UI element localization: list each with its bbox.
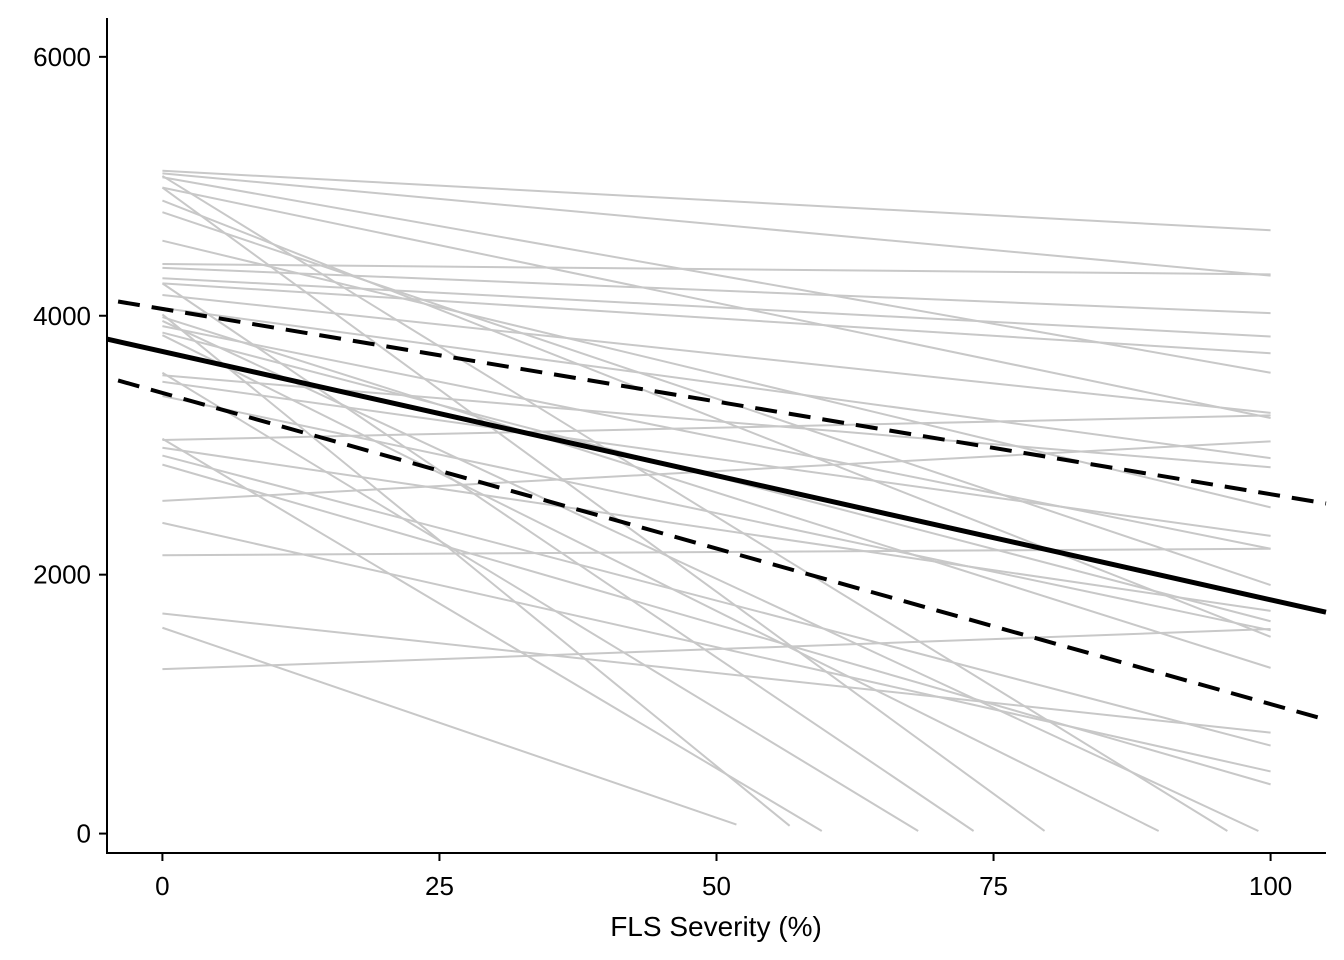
individual-line xyxy=(161,320,1259,832)
individual-lines-layer xyxy=(161,169,1271,832)
individual-line xyxy=(161,313,791,827)
individual-line xyxy=(162,169,1271,232)
y-tick-label: 6000 xyxy=(33,42,91,72)
individual-line xyxy=(162,414,1271,442)
ticks-layer: 0 2000 4000 6000 0 25 50 75 100 xyxy=(33,42,1292,901)
individual-line xyxy=(162,277,1271,338)
individual-line xyxy=(161,334,1160,832)
individual-line xyxy=(162,612,1271,734)
ci-upper-line xyxy=(117,299,1327,506)
individual-line xyxy=(162,262,1271,276)
individual-line xyxy=(162,325,1271,550)
individual-line xyxy=(162,440,1271,502)
individual-line xyxy=(162,294,1271,414)
individual-line xyxy=(161,186,1046,832)
y-tick-label: 4000 xyxy=(33,301,91,331)
individual-line xyxy=(162,176,1271,374)
y-tick-label: 2000 xyxy=(33,560,91,590)
individual-line xyxy=(162,547,1271,557)
confidence-band-layer xyxy=(117,299,1327,722)
individual-line xyxy=(161,282,975,832)
individual-line xyxy=(161,437,823,832)
individual-line xyxy=(162,446,1271,612)
individual-line xyxy=(162,306,1271,460)
individual-line xyxy=(162,626,737,826)
fit-line xyxy=(106,336,1327,615)
ci-lower-line xyxy=(117,378,1327,722)
individual-line xyxy=(162,186,1271,420)
individual-line xyxy=(162,521,1271,773)
x-axis-title: FLS Severity (%) xyxy=(610,911,822,942)
individual-line xyxy=(162,211,1271,586)
individual-line xyxy=(162,463,1271,786)
x-tick-label: 50 xyxy=(702,871,731,901)
individual-line xyxy=(162,239,1271,509)
individual-line xyxy=(161,371,919,832)
fit-line-layer xyxy=(106,336,1327,615)
individual-line xyxy=(162,199,1271,638)
individual-line xyxy=(162,282,1271,355)
x-tick-label: 25 xyxy=(425,871,454,901)
x-tick-label: 75 xyxy=(979,871,1008,901)
individual-line xyxy=(161,175,1228,832)
individual-line xyxy=(162,628,1271,671)
individual-line xyxy=(162,316,1271,669)
individual-line xyxy=(162,266,1271,315)
x-tick-label: 0 xyxy=(155,871,169,901)
x-tick-label: 100 xyxy=(1249,871,1292,901)
individual-line xyxy=(162,454,1271,747)
individual-line xyxy=(162,172,1271,277)
y-tick-label: 0 xyxy=(77,819,91,849)
